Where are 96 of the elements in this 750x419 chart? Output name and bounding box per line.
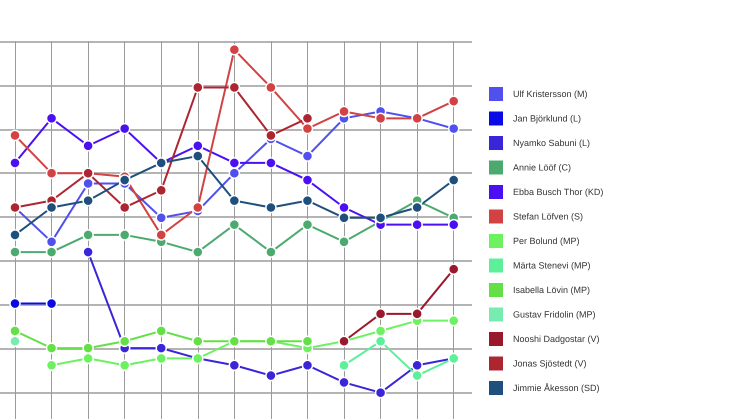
point	[338, 376, 350, 388]
point	[374, 336, 386, 347]
legend-label: Märta Stenevi (MP)	[513, 260, 591, 270]
point	[155, 184, 167, 196]
point	[118, 229, 130, 241]
point	[155, 342, 167, 354]
legend-label: Jimmie Åkesson (SD)	[513, 383, 600, 393]
point	[82, 140, 94, 152]
legend-label: Isabella Lövin (MP)	[513, 285, 590, 295]
point	[302, 122, 314, 134]
point	[9, 336, 21, 347]
point	[46, 112, 58, 124]
point	[118, 360, 130, 372]
point	[265, 157, 277, 169]
point	[374, 386, 386, 398]
point	[46, 246, 58, 258]
point	[265, 370, 277, 382]
point	[192, 336, 204, 347]
point	[192, 150, 204, 162]
point	[448, 174, 460, 186]
point	[265, 246, 277, 258]
point	[192, 246, 204, 258]
point	[411, 218, 423, 230]
point	[192, 140, 204, 152]
legend-label: Stefan Löfven (S)	[513, 212, 584, 222]
point	[82, 342, 94, 354]
point	[338, 106, 350, 118]
point	[82, 352, 94, 364]
point	[228, 194, 240, 206]
legend-label: Jan Björklund (L)	[513, 114, 582, 124]
point	[338, 212, 350, 224]
point	[118, 336, 130, 347]
point	[302, 174, 314, 186]
point	[374, 325, 386, 337]
point	[265, 202, 277, 214]
point	[302, 336, 314, 347]
point	[411, 308, 423, 320]
point	[155, 212, 167, 224]
point	[302, 360, 314, 372]
point	[82, 229, 94, 241]
legend-label: Jonas Sjöstedt (V)	[513, 358, 587, 368]
point	[374, 308, 386, 320]
point	[155, 352, 167, 364]
point	[338, 202, 350, 214]
point	[302, 112, 314, 124]
point	[448, 263, 460, 275]
point	[338, 236, 350, 248]
legend-label: Per Bolund (MP)	[513, 236, 580, 246]
point	[338, 360, 350, 372]
point	[411, 202, 423, 214]
point	[118, 122, 130, 134]
point	[302, 218, 314, 230]
point	[46, 167, 58, 179]
point	[82, 178, 94, 190]
point	[411, 370, 423, 382]
point	[46, 342, 58, 354]
point	[192, 82, 204, 94]
legend-label: Gustav Fridolin (MP)	[513, 310, 596, 320]
point	[9, 298, 21, 310]
point	[448, 218, 460, 230]
point	[118, 174, 130, 186]
point	[9, 157, 21, 169]
point	[228, 157, 240, 169]
point	[265, 130, 277, 142]
point	[82, 246, 94, 258]
point	[374, 112, 386, 124]
point	[9, 246, 21, 258]
point	[228, 167, 240, 179]
point	[118, 202, 130, 214]
point	[155, 325, 167, 337]
point	[9, 130, 21, 142]
point	[9, 229, 21, 241]
point	[228, 218, 240, 230]
point	[265, 82, 277, 94]
point	[228, 82, 240, 94]
point	[302, 194, 314, 206]
point	[374, 212, 386, 224]
point	[228, 360, 240, 372]
legend-label: Nyamko Sabuni (L)	[513, 138, 590, 148]
point	[46, 360, 58, 372]
point	[448, 314, 460, 326]
legend-label: Ulf Kristersson (M)	[513, 89, 588, 99]
point	[448, 95, 460, 107]
point	[228, 44, 240, 56]
point	[46, 202, 58, 214]
legend-label: Annie Lööf (C)	[513, 162, 572, 172]
point	[302, 150, 314, 162]
legend-label: Nooshi Dadgostar (V)	[513, 334, 600, 344]
point	[46, 236, 58, 248]
legend-label: Ebba Busch Thor (KD)	[513, 187, 604, 197]
point	[9, 325, 21, 337]
point	[46, 298, 58, 310]
point	[448, 122, 460, 134]
point	[411, 360, 423, 372]
point	[82, 194, 94, 206]
point	[192, 202, 204, 214]
